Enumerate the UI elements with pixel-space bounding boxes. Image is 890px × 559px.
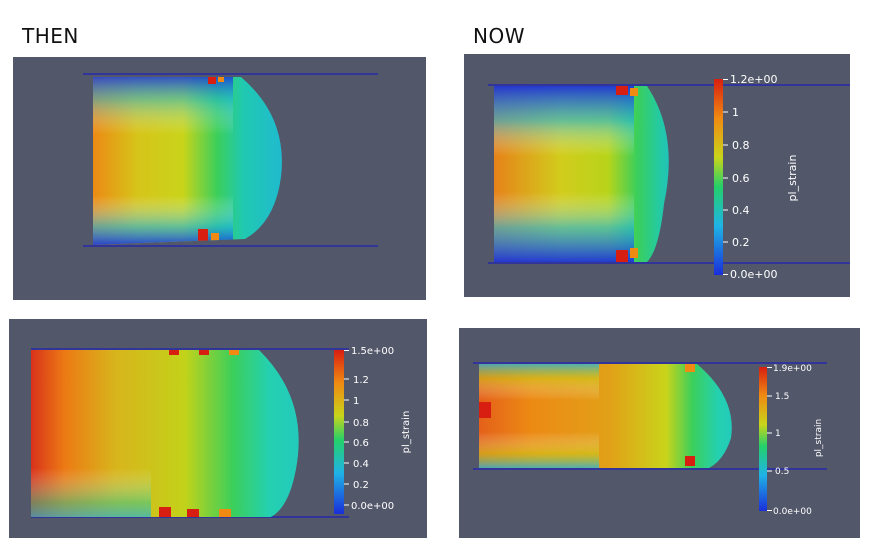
colorbar-title: pl_strain <box>401 411 412 454</box>
colorbar-label: 0.8 <box>732 139 750 152</box>
colorbar-ticks <box>767 367 772 511</box>
then-heading: THEN <box>22 24 79 48</box>
colorbar-label: 0.5 <box>775 467 789 477</box>
colorbar-label: 0.8 <box>353 418 369 429</box>
colorbar <box>334 350 344 514</box>
colorbar-label: 1 <box>775 429 781 439</box>
colorbar-label: 1.2 <box>353 375 369 386</box>
colorbar-ticks <box>723 79 728 275</box>
colorbar <box>759 367 767 511</box>
colorbar-label: 0.6 <box>353 438 369 449</box>
colorbar-label: 0.0e+00 <box>351 501 394 512</box>
now-top-strain-plot: 1.2e+00 1 0.8 0.6 0.4 0.2 0.0e+00 pl_str… <box>488 73 850 281</box>
colorbar-ticks <box>344 350 349 506</box>
colorbar-label: 0.6 <box>732 172 750 185</box>
now-bottom-panel: 1.9e+00 1.5 1 0.5 0.0e+00 pl_strain <box>459 328 860 538</box>
colorbar-label: 0.2 <box>732 236 750 249</box>
colorbar-label: 0.4 <box>353 459 369 470</box>
colorbar-title: pl_strain <box>786 155 799 202</box>
then-top-strain-plot <box>83 73 378 247</box>
colorbar <box>714 79 723 275</box>
colorbar-label: 1 <box>353 396 359 407</box>
colorbar-label: 0.0e+00 <box>773 507 812 517</box>
colorbar-label: 1 <box>732 106 739 119</box>
colorbar-label: 0.2 <box>353 480 369 491</box>
colorbar-label: 0.4 <box>732 204 750 217</box>
now-bottom-strain-plot: 1.9e+00 1.5 1 0.5 0.0e+00 pl_strain <box>473 362 827 517</box>
now-top-panel: 1.2e+00 1 0.8 0.6 0.4 0.2 0.0e+00 pl_str… <box>464 54 850 297</box>
colorbar-title: pl_strain <box>814 419 824 457</box>
colorbar-label: 1.9e+00 <box>773 364 812 374</box>
colorbar-label: 0.0e+00 <box>730 268 777 281</box>
then-bottom-strain-plot: 1.5e+00 1.2 1 0.8 0.6 0.4 0.2 0.0e+00 pl… <box>31 346 412 518</box>
then-bottom-panel: 1.5e+00 1.2 1 0.8 0.6 0.4 0.2 0.0e+00 pl… <box>9 319 427 538</box>
colorbar-label: 1.5 <box>775 392 789 402</box>
now-heading: NOW <box>473 24 525 48</box>
colorbar-label: 1.5e+00 <box>351 346 394 357</box>
then-top-panel <box>13 57 426 300</box>
colorbar-label: 1.2e+00 <box>730 73 777 86</box>
